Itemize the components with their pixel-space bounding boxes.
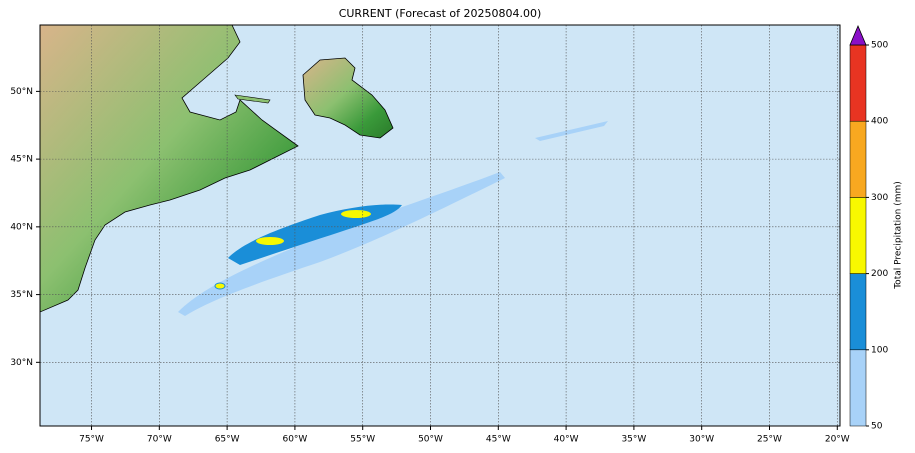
x-tick-label: 70°W xyxy=(147,435,172,445)
colorbar-segment xyxy=(849,44,867,122)
plot-frame xyxy=(39,24,841,427)
land xyxy=(234,94,271,104)
precip-high xyxy=(256,237,284,245)
colorbar-extend xyxy=(849,24,867,46)
x-tick-label: 45°W xyxy=(486,435,511,445)
y-tick-label: 45°N xyxy=(10,155,33,165)
x-tick-label: 35°W xyxy=(621,435,646,445)
colorbar-segment xyxy=(849,273,867,351)
colorbar-segment xyxy=(849,120,867,198)
x-tick-label: 75°W xyxy=(79,435,104,445)
map-area xyxy=(40,25,840,426)
x-tick-label: 20°W xyxy=(825,435,850,445)
colorbar-tick-label: 200 xyxy=(871,269,888,279)
map-title: CURRENT (Forecast of 20250804.00) xyxy=(339,7,542,20)
land xyxy=(40,25,299,313)
x-tick-label: 60°W xyxy=(282,435,307,445)
land xyxy=(302,57,394,139)
x-tick-label: 50°W xyxy=(418,435,443,445)
precip-light xyxy=(535,121,608,141)
colorbar-segment xyxy=(849,197,867,274)
y-tick-label: 50°N xyxy=(10,87,33,97)
colorbar-tick-label: 50 xyxy=(871,422,883,432)
precip-high xyxy=(341,210,371,218)
x-tick-label: 55°W xyxy=(350,435,375,445)
colorbar-tick-label: 300 xyxy=(871,193,888,203)
x-tick-label: 65°W xyxy=(215,435,240,445)
colorbar-tick-label: 400 xyxy=(871,117,888,127)
y-tick-label: 35°N xyxy=(10,290,33,300)
precip-light xyxy=(178,172,505,316)
precip-medium xyxy=(228,204,402,265)
x-tick-label: 40°W xyxy=(554,435,579,445)
y-tick-label: 30°N xyxy=(10,358,33,368)
precip-high xyxy=(214,282,226,290)
y-tick-label: 40°N xyxy=(10,222,33,232)
colorbar-label: Total Precipitation (mm) xyxy=(894,181,904,290)
x-tick-label: 30°W xyxy=(689,435,714,445)
x-tick-label: 25°W xyxy=(757,435,782,445)
colorbar-tick-label: 100 xyxy=(871,345,888,355)
colorbar-tick-label: 500 xyxy=(871,41,888,51)
colorbar-segment xyxy=(849,349,867,427)
